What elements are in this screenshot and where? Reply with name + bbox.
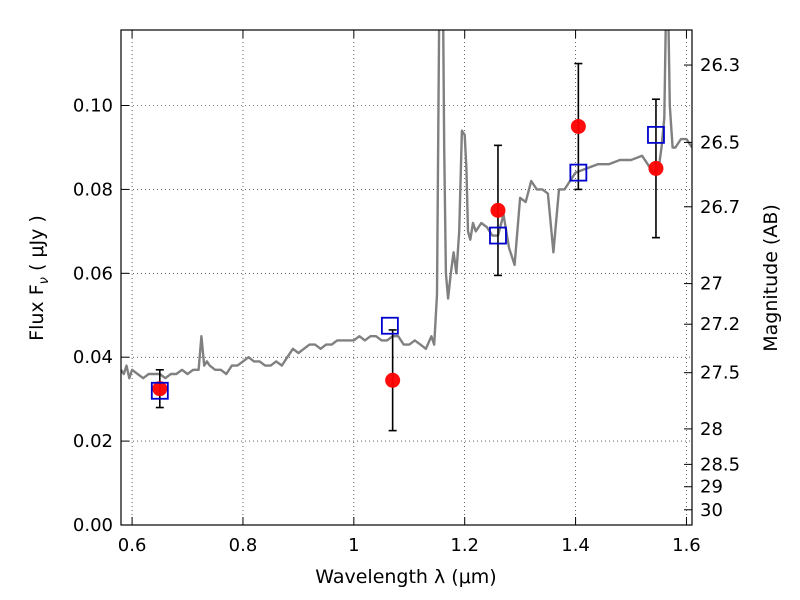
x-tick-label: 1.4: [561, 535, 590, 556]
observed-point: [570, 118, 586, 134]
right-tick-label: 30: [700, 500, 723, 521]
plot-background: [121, 30, 692, 525]
y-axis-label: Flux Fν ( μJy ): [26, 215, 52, 341]
y-tick-label: 0.00: [73, 515, 113, 536]
y-axis-label-units: ( μJy ): [26, 215, 48, 277]
model-photometry-square: [150, 381, 169, 400]
y-tick-label: 0.10: [73, 96, 113, 117]
right-tick-label: 26.3: [700, 55, 740, 76]
y-tick-label: 0.02: [73, 431, 113, 452]
observed-point: [648, 160, 664, 176]
model-photometry-square: [489, 226, 507, 245]
right-axis-label: Magnitude (AB): [760, 204, 782, 352]
observed-point: [152, 381, 168, 397]
right-tick-label: 28: [700, 419, 723, 440]
model-photometry-layer: [150, 125, 665, 400]
right-tick-label: 27.5: [700, 363, 740, 384]
x-tick-label: 0.8: [229, 535, 258, 556]
right-tick-label: 26.7: [700, 197, 740, 218]
right-tick-label: 27: [700, 274, 723, 295]
plot-frame: [120, 29, 693, 526]
axis-ticks: 0.6 0.8 1 1.2 1.4 1.6 0.00 0.02 0.04 0.06 0.08 0.10…: [73, 30, 740, 556]
grid-lines: [121, 30, 692, 526]
y-axis-label-subscript: ν: [37, 277, 52, 284]
x-tick-label: 1.6: [672, 535, 701, 556]
right-tick-label: 28.5: [700, 454, 740, 475]
observed-point: [490, 202, 506, 218]
y-tick-label: 0.08: [73, 179, 113, 200]
x-tick-label: 0.6: [118, 535, 147, 556]
observed-point: [385, 372, 401, 388]
right-tick-label: 27.2: [700, 314, 740, 335]
y-tick-label: 0.04: [73, 347, 113, 368]
model-photometry-square: [380, 316, 399, 335]
right-tick-label: 29: [700, 477, 723, 498]
y-axis-label-main: Flux F: [26, 284, 48, 340]
x-tick-label: 1.2: [450, 535, 479, 556]
observed-points-layer: [152, 118, 664, 397]
y-tick-label: 0.06: [73, 263, 113, 284]
x-tick-label: 1: [348, 535, 359, 556]
model-photometry-square: [647, 125, 665, 144]
right-tick-label: 26.5: [700, 132, 740, 153]
model-photometry-square: [569, 163, 588, 182]
x-axis-label: Wavelength λ (μm): [315, 566, 496, 588]
